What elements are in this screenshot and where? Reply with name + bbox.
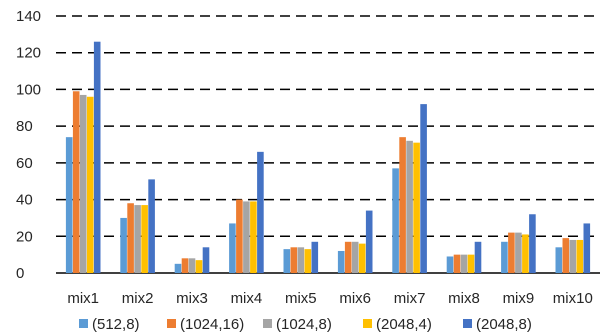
y-tick-label: 40 [16, 192, 33, 209]
y-tick-label: 60 [16, 155, 33, 172]
bar-mix2-3 [141, 205, 148, 273]
bar-mix10-4 [583, 223, 591, 273]
bar-mix4-0 [229, 223, 236, 273]
bar-mix2-2 [134, 205, 141, 273]
bar-mix3-0 [174, 263, 182, 273]
bar-mix5-1 [290, 247, 298, 273]
bar-mix6-1 [344, 241, 352, 273]
x-tick-label: mix2 [122, 290, 154, 307]
y-tick-label: 120 [16, 45, 41, 62]
bar-mix7-3 [413, 142, 420, 273]
y-axis: 0 20 40 60 80 100 120 140 [16, 8, 41, 282]
bar-mix8-2 [460, 254, 468, 273]
bar-mix1-3 [86, 96, 94, 274]
y-tick-label: 100 [16, 81, 41, 98]
bar-mix3-4 [202, 247, 210, 273]
bar-mix4-4 [257, 151, 264, 273]
bars [65, 41, 591, 274]
bar-mix5-4 [311, 241, 319, 273]
bar-mix4-1 [236, 199, 243, 273]
bar-mix1-0 [65, 137, 73, 273]
legend-label: (1024,8) [276, 316, 332, 333]
bar-mix10-3 [576, 239, 584, 273]
x-tick-label: mix10 [553, 290, 593, 307]
legend-swatch [463, 319, 472, 328]
bar-mix8-4 [474, 241, 482, 273]
bar-mix9-1 [508, 232, 515, 273]
x-axis: mix1 mix2 mix3 mix4 mix5 mix6 mix7 mix8 mix9 mix1… [67, 290, 592, 307]
bar-mix5-0 [283, 249, 291, 273]
bar-mix1-2 [79, 94, 87, 273]
bar-mix4-3 [250, 201, 257, 273]
bar-mix4-2 [243, 201, 250, 273]
x-tick-label: mix3 [176, 290, 208, 307]
legend-swatch [263, 319, 272, 328]
bar-mix9-0 [501, 241, 508, 273]
bar-mix5-2 [297, 247, 305, 273]
y-tick-label: 20 [16, 228, 33, 245]
legend-label: (512,8) [92, 316, 140, 333]
bar-mix8-1 [453, 254, 461, 273]
x-tick-label: mix5 [285, 290, 317, 307]
bar-mix9-3 [522, 234, 529, 273]
bar-mix6-4 [365, 210, 373, 273]
legend-swatch [79, 319, 88, 328]
x-tick-label: mix9 [503, 290, 535, 307]
x-tick-label: mix6 [339, 290, 371, 307]
bar-mix7-1 [399, 137, 406, 273]
legend: (512,8) (1024,16) (1024,8) (2048,4) (2048,8) [79, 316, 532, 333]
x-tick-label: mix4 [231, 290, 263, 307]
bar-mix1-4 [93, 41, 101, 274]
bar-mix2-4 [148, 179, 155, 273]
y-tick-label: 80 [16, 118, 33, 135]
bar-mix8-3 [467, 254, 475, 273]
bar-mix8-0 [446, 256, 454, 273]
legend-swatch [167, 319, 176, 328]
y-tick-label: 0 [16, 265, 24, 282]
bar-mix6-2 [351, 241, 359, 273]
bar-mix3-2 [188, 258, 196, 273]
bar-mix6-0 [337, 250, 345, 273]
bar-mix7-2 [406, 140, 413, 273]
legend-label: (2048,8) [476, 316, 532, 333]
bar-mix9-2 [515, 232, 522, 273]
bar-mix3-1 [181, 258, 189, 273]
bar-mix2-1 [127, 203, 134, 273]
bar-mix7-0 [392, 168, 399, 273]
x-tick-label: mix1 [67, 290, 99, 307]
bar-mix6-3 [358, 243, 366, 273]
legend-swatch [363, 319, 372, 328]
bar-mix10-2 [569, 239, 577, 273]
x-tick-label: mix7 [394, 290, 426, 307]
legend-label: (1024,16) [180, 316, 244, 333]
legend-label: (2048,4) [376, 316, 432, 333]
bar-mix7-4 [420, 104, 427, 273]
bar-mix5-3 [304, 249, 312, 273]
bar-mix2-0 [120, 217, 127, 273]
grid-lines [56, 15, 600, 274]
bar-mix1-1 [72, 91, 80, 273]
bar-mix10-1 [562, 238, 570, 273]
x-tick-label: mix8 [448, 290, 480, 307]
bar-mix3-3 [195, 260, 203, 273]
bar-mix9-4 [529, 214, 536, 273]
bar-mix10-0 [555, 247, 563, 273]
y-tick-label: 140 [16, 8, 41, 25]
